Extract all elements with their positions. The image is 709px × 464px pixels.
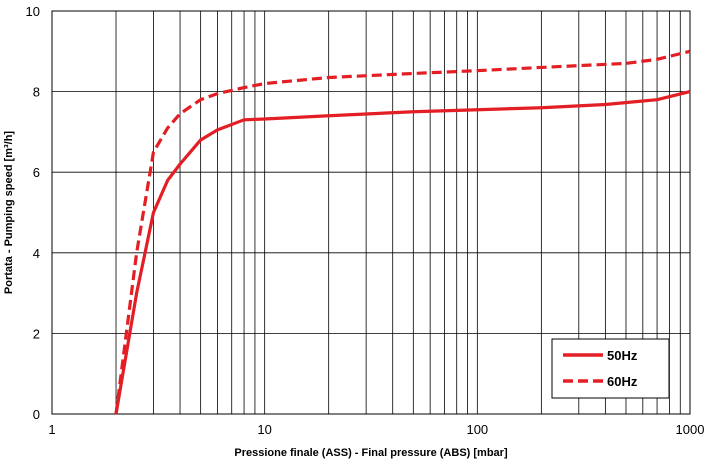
- y-tick-label: 0: [33, 407, 40, 422]
- y-tick-label: 4: [33, 246, 40, 261]
- y-tick-label: 8: [33, 85, 40, 100]
- y-tick-labels: 0 2 4 6 8 10: [26, 4, 40, 422]
- x-tick-label: 1: [48, 422, 55, 437]
- x-axis-title: Pressione finale (ASS) - Final pressure …: [234, 447, 508, 459]
- y-axis-title: Portata - Pumping speed [m³/h]: [3, 131, 15, 295]
- x-tick-labels: 1 10 100 1000: [48, 422, 704, 437]
- y-tick-label: 10: [26, 4, 40, 19]
- series-line-60hz: [114, 49, 691, 415]
- x-tick-label: 10: [257, 422, 271, 437]
- horizontal-gridlines: [52, 91, 690, 334]
- series-line-50hz: [114, 90, 691, 415]
- x-tick-label: 1000: [676, 422, 705, 437]
- plot-area-frame: [51, 10, 691, 415]
- legend-box: [551, 338, 670, 399]
- series-layer: [114, 49, 691, 415]
- legend-label-50hz: 50Hz: [607, 348, 638, 363]
- legend-label-60hz: 60Hz: [607, 374, 638, 389]
- x-tick-label: 100: [466, 422, 488, 437]
- y-tick-label: 2: [33, 326, 40, 341]
- legend: 50Hz 60Hz: [551, 338, 670, 399]
- y-tick-label: 6: [33, 165, 40, 180]
